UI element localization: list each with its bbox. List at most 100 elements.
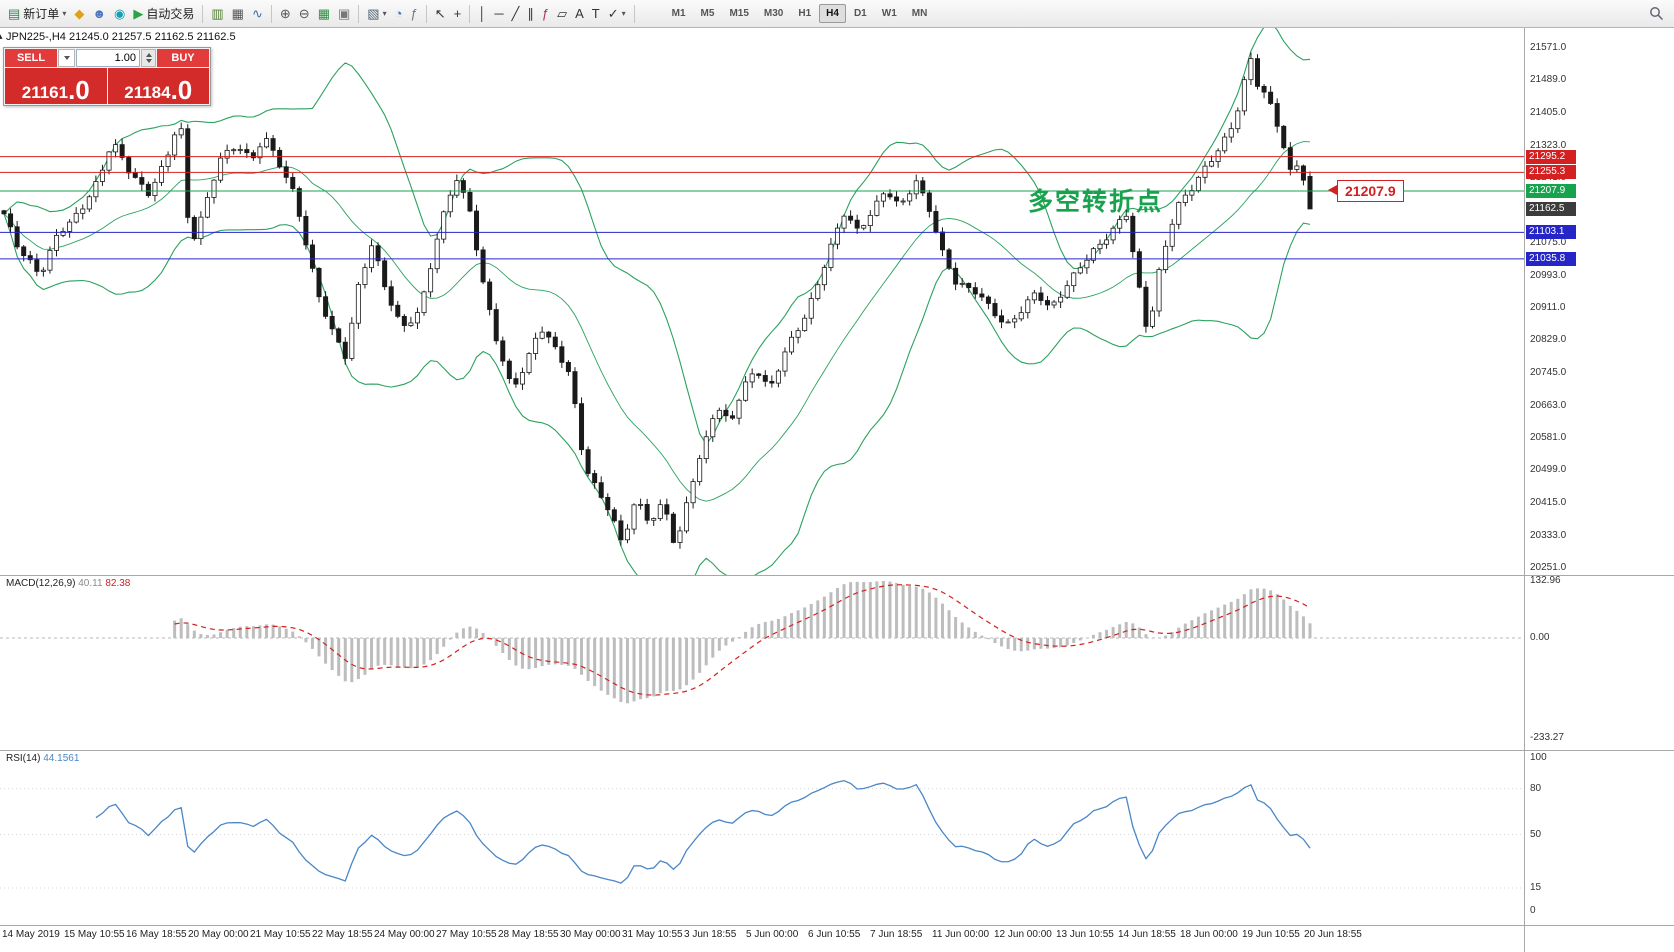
refresh-icon[interactable]: ◔ <box>391 3 407 25</box>
timeframe-h4[interactable]: H4 <box>819 4 846 23</box>
candle <box>690 481 696 504</box>
timeframe-m1[interactable]: M1 <box>671 8 686 19</box>
candle <box>27 255 33 261</box>
time-label: 6 Jun 10:55 <box>808 929 861 940</box>
zoom-out-icon[interactable]: ⊖ <box>295 3 314 25</box>
candle <box>1117 219 1123 229</box>
candle <box>1110 227 1116 241</box>
volume-input[interactable] <box>76 49 140 67</box>
sell-button[interactable]: SELL <box>5 49 57 67</box>
candlestick-chart-icon[interactable]: ▦ <box>228 3 248 25</box>
rsi-line <box>95 779 1311 884</box>
timeframe-h1[interactable]: H1 <box>798 8 812 19</box>
rsi-panel[interactable] <box>0 750 1524 925</box>
candle <box>487 281 493 310</box>
rsi-splitter[interactable] <box>0 750 1674 751</box>
candle <box>309 244 315 269</box>
buy-price[interactable]: 21184.0 <box>107 68 209 104</box>
new-order-button[interactable]: ▤ 新订单 ▾ <box>4 3 70 25</box>
candle <box>1018 312 1024 320</box>
macd-panel[interactable] <box>0 575 1524 750</box>
time-label: 18 Jun 00:00 <box>1180 929 1238 940</box>
spinner-down-icon[interactable] <box>145 59 152 64</box>
candle <box>1143 286 1149 327</box>
time-label: 31 May 10:55 <box>622 929 683 940</box>
candle <box>677 530 683 543</box>
crosshair-icon[interactable]: + <box>450 3 466 25</box>
text-label-icon[interactable]: T <box>588 3 604 25</box>
timeframe-m5[interactable]: M5 <box>700 8 715 19</box>
toolbar-separator <box>270 4 272 23</box>
symbol-info: JPN225-,H4 21245.0 21257.5 21162.5 21162… <box>6 31 236 43</box>
candle <box>1051 301 1057 306</box>
text-icon[interactable]: A <box>571 3 588 25</box>
macd-splitter[interactable] <box>0 575 1674 576</box>
vertical-line-icon[interactable]: │ <box>474 3 490 25</box>
sell-price[interactable]: 21161.0 <box>5 68 107 104</box>
candle <box>218 157 224 181</box>
horizontal-line-icon[interactable]: ─ <box>490 3 507 25</box>
candle <box>323 296 329 317</box>
sell-price-frac: .0 <box>68 74 90 105</box>
timeframe-w1[interactable]: W1 <box>881 8 897 19</box>
macd-signal-value: 82.38 <box>105 578 131 589</box>
channel-icon[interactable]: ∥ <box>523 3 538 25</box>
price-tick: 20993.0 <box>1530 269 1567 281</box>
price-chart[interactable] <box>0 28 1524 575</box>
indicators-icon[interactable]: ƒ <box>406 3 421 25</box>
price-tick: 20499.0 <box>1530 464 1567 476</box>
time-axis: 14 May 2019 15 May 10:55 16 May 18:55 20 Ma… <box>0 925 1524 952</box>
candle <box>460 180 466 193</box>
timeframe-mn[interactable]: MN <box>911 8 928 19</box>
buy-button[interactable]: BUY <box>157 49 209 67</box>
candle <box>454 180 460 196</box>
rsi-value: 44.1561 <box>43 753 80 764</box>
crosshair-icon-glyph: + <box>453 6 462 21</box>
candle <box>40 269 46 272</box>
community-icon-glyph: ◉ <box>114 6 126 21</box>
trendline-icon[interactable]: ╱ <box>508 3 524 25</box>
volume-spinner[interactable] <box>141 49 156 67</box>
tile-windows-icon[interactable]: ▦ <box>314 3 334 25</box>
chart-window[interactable]: 21571.021489.021405.021323.021241.021075… <box>0 28 1674 952</box>
price-tick: 20829.0 <box>1530 334 1567 346</box>
text-icon-glyph: A <box>575 6 584 21</box>
arrows-icon[interactable]: ✓ ▾ <box>604 3 630 25</box>
time-label: 24 May 00:00 <box>374 929 435 940</box>
timeframe-m30[interactable]: M30 <box>763 8 784 19</box>
search-icon[interactable] <box>1649 6 1664 21</box>
bar-chart-icon[interactable]: ▥ <box>207 3 227 25</box>
order-type-dropdown[interactable] <box>58 49 75 67</box>
time-label: 7 Jun 18:55 <box>870 929 923 940</box>
zoom-in-icon[interactable]: ⊕ <box>276 3 295 25</box>
new-chart-button[interactable]: ▧ ▾ <box>363 3 390 25</box>
candle <box>231 149 237 152</box>
candle <box>191 216 197 240</box>
candle <box>270 138 276 151</box>
community-icon[interactable]: ◉ <box>110 3 129 25</box>
candle <box>414 312 420 324</box>
price-callout[interactable]: 21207.9 <box>1328 180 1404 202</box>
candle <box>651 518 657 521</box>
cursor-icon[interactable]: ↖ <box>431 3 450 25</box>
shapes-icon[interactable]: ▱ <box>553 3 571 25</box>
timeframe-d1[interactable]: D1 <box>853 8 867 19</box>
price-tick: 21323.0 <box>1530 139 1567 151</box>
fibonacci-icon[interactable]: ƒ <box>538 3 553 25</box>
toolbar-separator <box>633 4 635 23</box>
market-icon[interactable]: ◆ <box>70 3 88 25</box>
autotrading-button[interactable]: ▶ 自动交易 <box>129 3 198 25</box>
time-label: 21 May 10:55 <box>250 929 311 940</box>
toolbar-search[interactable] <box>1649 6 1670 21</box>
spinner-up-icon[interactable] <box>145 52 152 57</box>
price-tick: 20251.0 <box>1530 562 1567 573</box>
channel-icon-glyph: ∥ <box>527 6 534 21</box>
candle <box>1241 79 1247 112</box>
candle <box>1268 91 1274 104</box>
candle <box>618 520 624 541</box>
profile-icon[interactable]: ☻ <box>88 3 110 25</box>
timeframe-m15[interactable]: M15 <box>729 8 749 19</box>
cascade-windows-icon[interactable]: ▣ <box>334 3 354 25</box>
line-chart-icon[interactable]: ∿ <box>248 3 267 25</box>
time-label: 20 May 00:00 <box>188 929 249 940</box>
